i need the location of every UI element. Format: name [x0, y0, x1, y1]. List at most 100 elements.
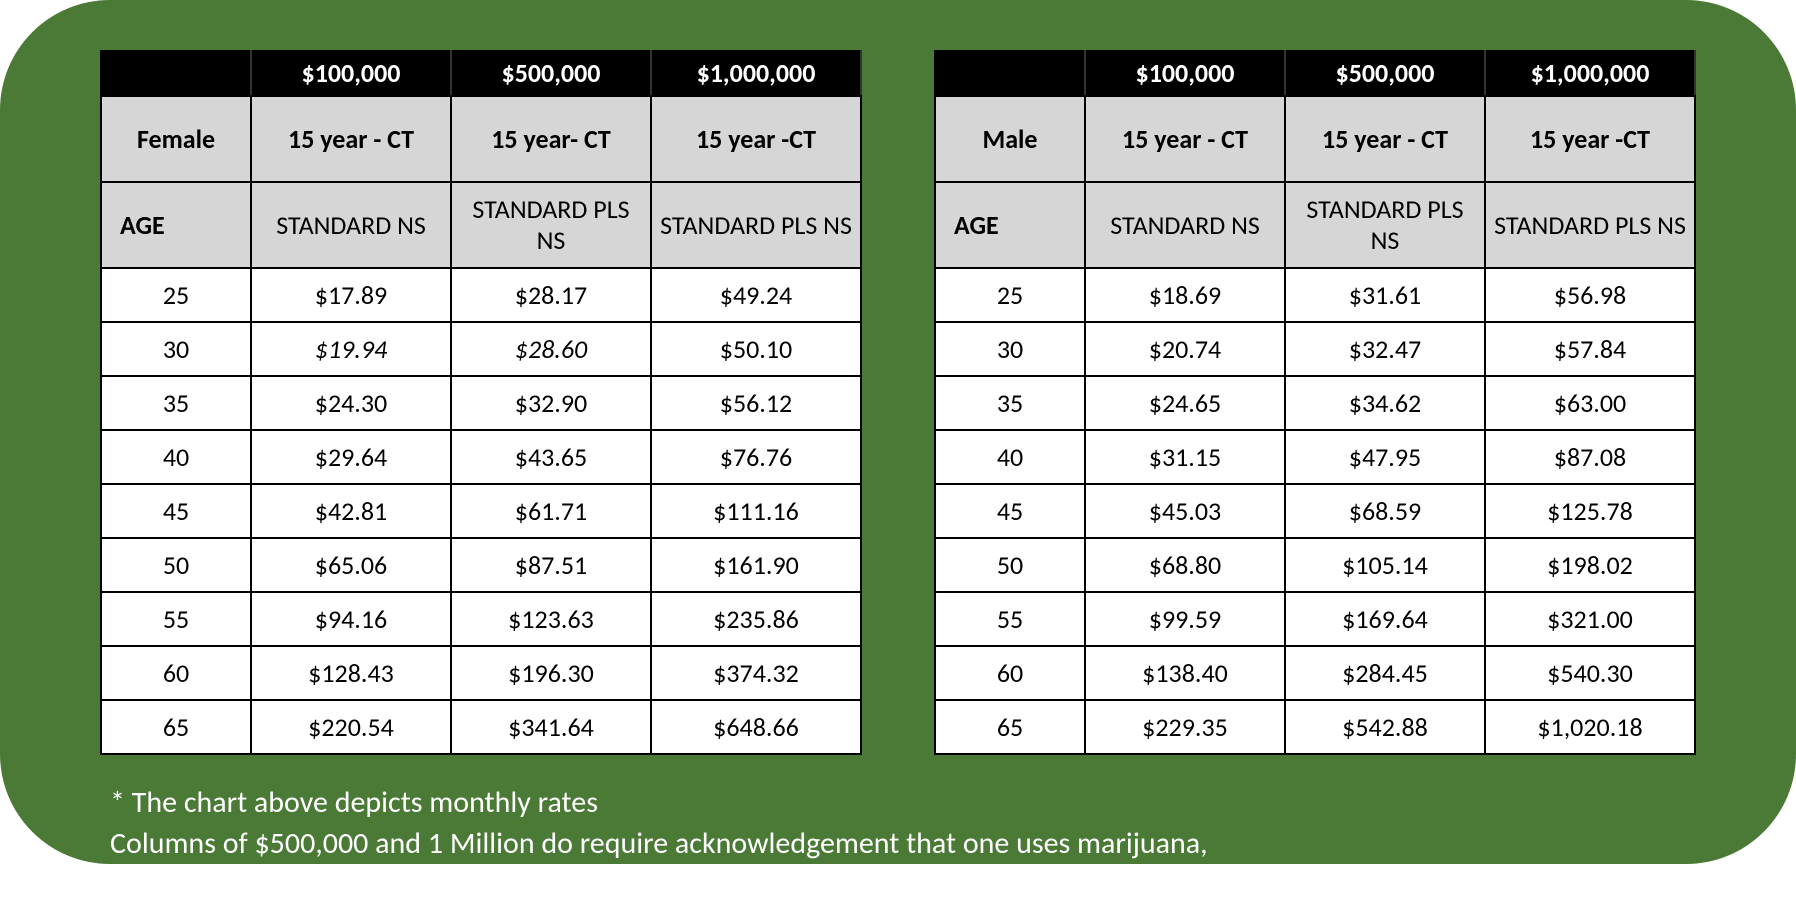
female-rate-cell: $76.76 [651, 430, 861, 484]
female-rate-cell: $648.66 [651, 700, 861, 754]
male-rate-cell: $31.15 [1085, 430, 1285, 484]
male-rate-cell: $87.08 [1485, 430, 1695, 484]
male-mid-header-3: 15 year -CT [1485, 96, 1695, 182]
female-top-header-3: $1,000,000 [651, 51, 861, 96]
female-rate-cell: $235.86 [651, 592, 861, 646]
female-rate-cell: $42.81 [251, 484, 451, 538]
female-rate-cell: $49.24 [651, 268, 861, 322]
male-rate-cell: $1,020.18 [1485, 700, 1695, 754]
female-rate-cell: $87.51 [451, 538, 651, 592]
female-age-cell: 40 [101, 430, 251, 484]
table-row: 65$229.35$542.88$1,020.18 [935, 700, 1695, 754]
footnotes: * The chart above depicts monthly rates … [100, 783, 1696, 905]
female-top-header-2: $500,000 [451, 51, 651, 96]
male-rate-cell: $31.61 [1285, 268, 1485, 322]
male-mid-header-1: 15 year - CT [1085, 96, 1285, 182]
female-rate-cell: $111.16 [651, 484, 861, 538]
female-rate-cell: $28.17 [451, 268, 651, 322]
female-rate-cell: $161.90 [651, 538, 861, 592]
table-row: 35$24.30$32.90$56.12 [101, 376, 861, 430]
male-rate-cell: $56.98 [1485, 268, 1695, 322]
male-rate-cell: $24.65 [1085, 376, 1285, 430]
male-rate-table: $100,000$500,000$1,000,000Male15 year - … [934, 50, 1696, 755]
female-rate-cell: $94.16 [251, 592, 451, 646]
female-rate-cell: $56.12 [651, 376, 861, 430]
male-bot-header-1: STANDARD NS [1085, 182, 1285, 268]
female-age-cell: 30 [101, 322, 251, 376]
male-rate-cell: $45.03 [1085, 484, 1285, 538]
male-top-header-2: $500,000 [1285, 51, 1485, 96]
female-rate-cell: $24.30 [251, 376, 451, 430]
male-top-header-0 [935, 51, 1085, 96]
female-rate-cell: $29.64 [251, 430, 451, 484]
female-rate-cell: $220.54 [251, 700, 451, 754]
male-top-header-1: $100,000 [1085, 51, 1285, 96]
footnote-line-2: Columns of $500,000 and 1 Million do req… [110, 824, 1696, 865]
male-rate-cell: $321.00 [1485, 592, 1695, 646]
male-rate-cell: $32.47 [1285, 322, 1485, 376]
female-bot-header-0: AGE [101, 182, 251, 268]
table-row: 25$17.89$28.17$49.24 [101, 268, 861, 322]
female-rate-cell: $128.43 [251, 646, 451, 700]
male-rate-cell: $169.64 [1285, 592, 1485, 646]
male-rate-cell: $18.69 [1085, 268, 1285, 322]
table-row: 45$45.03$68.59$125.78 [935, 484, 1695, 538]
female-rate-cell: $65.06 [251, 538, 451, 592]
table-row: 65$220.54$341.64$648.66 [101, 700, 861, 754]
female-mid-header-2: 15 year- CT [451, 96, 651, 182]
female-rate-cell: $50.10 [651, 322, 861, 376]
male-age-cell: 65 [935, 700, 1085, 754]
female-age-cell: 25 [101, 268, 251, 322]
male-age-cell: 30 [935, 322, 1085, 376]
male-rate-cell: $68.80 [1085, 538, 1285, 592]
female-bot-header-3: STANDARD PLS NS [651, 182, 861, 268]
female-rate-cell: $28.60 [451, 322, 651, 376]
male-rate-cell: $34.62 [1285, 376, 1485, 430]
female-top-header-1: $100,000 [251, 51, 451, 96]
female-age-cell: 55 [101, 592, 251, 646]
female-rate-table: $100,000$500,000$1,000,000Female15 year … [100, 50, 862, 755]
male-age-cell: 60 [935, 646, 1085, 700]
female-rate-cell: $19.94 [251, 322, 451, 376]
footnote-line-3: But doesn’t necessarily affect the rate.… [110, 864, 1696, 905]
table-row: 45$42.81$61.71$111.16 [101, 484, 861, 538]
male-top-header-3: $1,000,000 [1485, 51, 1695, 96]
male-bot-header-3: STANDARD PLS NS [1485, 182, 1695, 268]
female-rate-cell: $123.63 [451, 592, 651, 646]
male-mid-header-2: 15 year - CT [1285, 96, 1485, 182]
male-rate-cell: $125.78 [1485, 484, 1695, 538]
table-row: 40$31.15$47.95$87.08 [935, 430, 1695, 484]
female-rate-cell: $32.90 [451, 376, 651, 430]
male-rate-cell: $68.59 [1285, 484, 1485, 538]
female-rate-cell: $374.32 [651, 646, 861, 700]
table-row: 50$65.06$87.51$161.90 [101, 538, 861, 592]
table-row: 30$19.94$28.60$50.10 [101, 322, 861, 376]
male-rate-cell: $540.30 [1485, 646, 1695, 700]
table-row: 55$94.16$123.63$235.86 [101, 592, 861, 646]
male-age-cell: 25 [935, 268, 1085, 322]
male-rate-cell: $99.59 [1085, 592, 1285, 646]
table-row: 30$20.74$32.47$57.84 [935, 322, 1695, 376]
female-rate-cell: $341.64 [451, 700, 651, 754]
tables-row: $100,000$500,000$1,000,000Female15 year … [100, 50, 1696, 755]
male-rate-cell: $229.35 [1085, 700, 1285, 754]
table-row: 50$68.80$105.14$198.02 [935, 538, 1695, 592]
female-mid-header-3: 15 year -CT [651, 96, 861, 182]
female-age-cell: 35 [101, 376, 251, 430]
male-age-cell: 45 [935, 484, 1085, 538]
male-age-cell: 40 [935, 430, 1085, 484]
male-rate-cell: $542.88 [1285, 700, 1485, 754]
male-age-cell: 35 [935, 376, 1085, 430]
male-rate-cell: $198.02 [1485, 538, 1695, 592]
table-row: 40$29.64$43.65$76.76 [101, 430, 861, 484]
male-rate-cell: $63.00 [1485, 376, 1695, 430]
male-rate-cell: $57.84 [1485, 322, 1695, 376]
male-rate-cell: $138.40 [1085, 646, 1285, 700]
female-bot-header-2: STANDARD PLS NS [451, 182, 651, 268]
male-rate-cell: $20.74 [1085, 322, 1285, 376]
male-bot-header-0: AGE [935, 182, 1085, 268]
table-row: 60$138.40$284.45$540.30 [935, 646, 1695, 700]
table-row: 35$24.65$34.62$63.00 [935, 376, 1695, 430]
female-rate-cell: $61.71 [451, 484, 651, 538]
footnote-line-1: * The chart above depicts monthly rates [110, 783, 1696, 824]
